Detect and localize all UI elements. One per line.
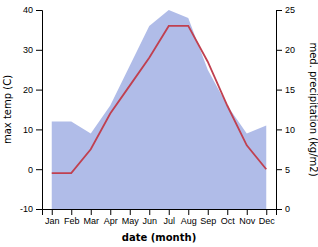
tick: Mar (84, 209, 100, 226)
tick-mark (276, 209, 282, 210)
tick-mark (36, 50, 42, 51)
tick-label: 30 (23, 45, 33, 55)
tick: Jan (45, 209, 60, 226)
y-axis-title: max temp (C) (2, 75, 13, 144)
tick-label: 0 (28, 165, 33, 175)
tick-mark (266, 209, 267, 215)
tick-mark (276, 90, 282, 91)
tick: Nov (239, 209, 256, 226)
tick-label: 10 (285, 125, 295, 135)
axis-line (36, 11, 43, 210)
tick-label: Jan (45, 216, 60, 226)
tick: 15 (276, 85, 295, 95)
tick-label: Dec (259, 216, 276, 226)
tick: Sep (200, 209, 216, 226)
tick: Jun (142, 209, 157, 226)
tick: Apr (104, 209, 118, 226)
tick-label: 20 (23, 85, 33, 95)
tick-label: 15 (285, 85, 295, 95)
axis-line (43, 210, 277, 216)
y2-axis-title: med. precipitation (kg/m2) (308, 42, 318, 176)
tick-mark (149, 209, 150, 215)
tick: 0 (28, 165, 42, 175)
tick-mark (188, 209, 189, 215)
area (52, 10, 267, 209)
tick-label: 20 (285, 45, 295, 55)
tick-mark (36, 209, 42, 210)
tick: 10 (276, 125, 295, 135)
tick: 30 (23, 45, 42, 55)
tick: 25 (276, 5, 295, 15)
tick: 20 (276, 45, 295, 55)
tick-mark (130, 209, 131, 215)
tick-mark (71, 209, 72, 215)
tick-mark (276, 129, 282, 130)
tick-label: 5 (285, 165, 290, 175)
tick: May (122, 209, 140, 226)
tick: 20 (23, 85, 42, 95)
tick-label: -10 (20, 204, 33, 214)
tick: Jul (163, 209, 175, 226)
marks (52, 10, 267, 209)
tick: 10 (23, 125, 42, 135)
y2-axis: 0 5 10 15 20 25 (276, 5, 295, 214)
x-axis: Jan Feb Mar Apr MayJun Jul AugSep OctNovDec (43, 209, 277, 226)
tick: Feb (64, 209, 80, 226)
tick: Aug (181, 209, 197, 226)
tick-label: Nov (239, 216, 256, 226)
tick: 40 (23, 5, 42, 15)
tick-mark (227, 209, 228, 215)
tick: Dec (259, 209, 276, 226)
tick-mark (36, 169, 42, 170)
tick-label: 10 (23, 125, 33, 135)
tick-label: Mar (84, 216, 100, 226)
y-axis: -10 0 10 20 30 40 (20, 5, 43, 214)
tick-mark (36, 90, 42, 91)
chart: Jan Feb Mar Apr MayJun Jul AugSep OctNovDec -10 0… (0, 0, 318, 247)
tick-label: Jul (163, 216, 175, 226)
tick-mark (247, 209, 248, 215)
tick-label: Feb (64, 216, 80, 226)
tick-mark (276, 50, 282, 51)
tick-mark (208, 209, 209, 215)
line (52, 26, 267, 173)
tick-mark (52, 209, 53, 215)
tick-label: Aug (181, 216, 197, 226)
tick-label: May (122, 216, 140, 226)
tick-mark (36, 129, 42, 130)
tick: 0 (276, 204, 290, 214)
tick-label: Sep (200, 216, 216, 226)
plot: Jan Feb Mar Apr MayJun Jul AugSep OctNovDec -10 0… (20, 5, 295, 226)
tick-mark (36, 10, 42, 11)
tick-label: Oct (221, 216, 236, 226)
tick-label: 0 (285, 204, 290, 214)
tick-mark (169, 209, 170, 215)
axis-line (277, 11, 283, 210)
tick: 5 (276, 165, 290, 175)
tick-mark (276, 169, 282, 170)
tick-label: 40 (23, 5, 33, 15)
tick-mark (276, 10, 282, 11)
x-axis-title: date (month) (122, 232, 196, 243)
tick-label: Apr (104, 216, 118, 226)
tick-mark (91, 209, 92, 215)
tick: -10 (20, 204, 42, 214)
tick-mark (110, 209, 111, 215)
tick-label: Jun (142, 216, 157, 226)
tick-label: 25 (285, 5, 295, 15)
tick: Oct (221, 209, 236, 226)
